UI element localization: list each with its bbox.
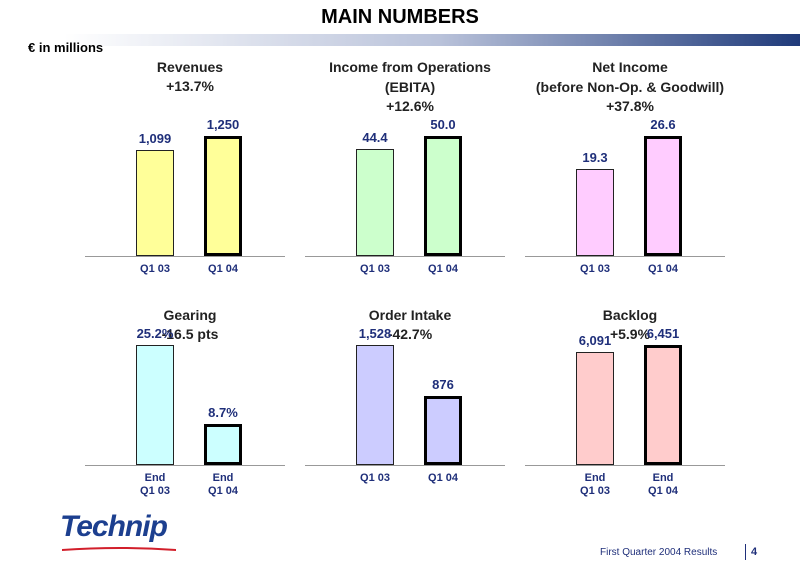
bar-value-label: 26.6 [650,117,676,132]
chart-baseline [525,465,725,466]
chart-change: +37.8% [606,98,654,114]
bar [644,345,682,465]
page-title: MAIN NUMBERS [321,6,479,28]
bar [576,169,614,256]
bar-value-label: 1,250 [206,117,240,132]
category-label: End Q1 03 [140,472,170,497]
chart-change: +5.9% [609,326,651,342]
bar-value-label: 6,451 [646,326,680,341]
bar [424,136,462,256]
category-label: Q1 04 [428,263,458,275]
bar-value-label: 8.7% [208,405,238,420]
category-label: Q1 03 [360,263,390,275]
bar-value-label: 6,091 [578,333,612,348]
bar-value-label: 19.3 [582,150,608,165]
bar [136,345,174,465]
chart-subtitle: (EBITA) [384,79,436,95]
bar [204,136,242,256]
chart-title: Backlog [602,307,658,323]
chart-change: +13.7% [166,78,214,94]
footer-text: First Quarter 2004 Results [600,547,718,558]
chart-baseline [525,256,725,257]
category-label: End Q1 04 [208,472,238,497]
chart-baseline [85,256,285,257]
category-label: Q1 04 [648,263,678,275]
bar [576,352,614,465]
category-label: Q1 04 [428,472,458,484]
bar [356,149,394,256]
chart-baseline [85,465,285,466]
chart-subtitle: (before Non-Op. & Goodwill) [535,79,725,95]
bar-value-label: 1,528 [358,326,392,341]
bar-value-label: 25.2% [136,326,174,341]
chart-change: -42.7% [387,326,433,342]
chart-title: Net Income [592,59,668,75]
bar [644,136,682,256]
category-label: End Q1 04 [648,472,678,497]
chart-baseline [305,256,505,257]
bar-value-label: 50.0 [430,117,456,132]
category-label: Q1 03 [580,263,610,275]
bar [204,424,242,465]
chart-title: Revenues [156,59,224,75]
bar-value-label: 876 [432,377,454,392]
category-label: Q1 04 [208,263,238,275]
page-number: 4 [751,546,758,558]
chart-title: Gearing [163,307,217,323]
bar-value-label: 1,099 [138,131,172,146]
logo-swoosh-icon [62,547,176,551]
chart-change: -16.5 pts [161,326,219,342]
bar-value-label: 44.4 [362,130,388,145]
bar [424,396,462,465]
chart-title: Order Intake [368,307,452,323]
bar [136,150,174,256]
logo-text: Technip [60,510,168,543]
category-label: Q1 03 [140,263,170,275]
category-label: End Q1 03 [580,472,610,497]
technip-logo: Technip [60,510,178,551]
category-label: Q1 03 [360,472,390,484]
chart-change: +12.6% [386,98,434,114]
title-rule [0,34,800,46]
footer-separator [745,544,746,560]
bar [356,345,394,465]
units-label: € in millions [28,40,104,55]
chart-title: Income from Operations [329,59,491,75]
chart-baseline [305,465,505,466]
